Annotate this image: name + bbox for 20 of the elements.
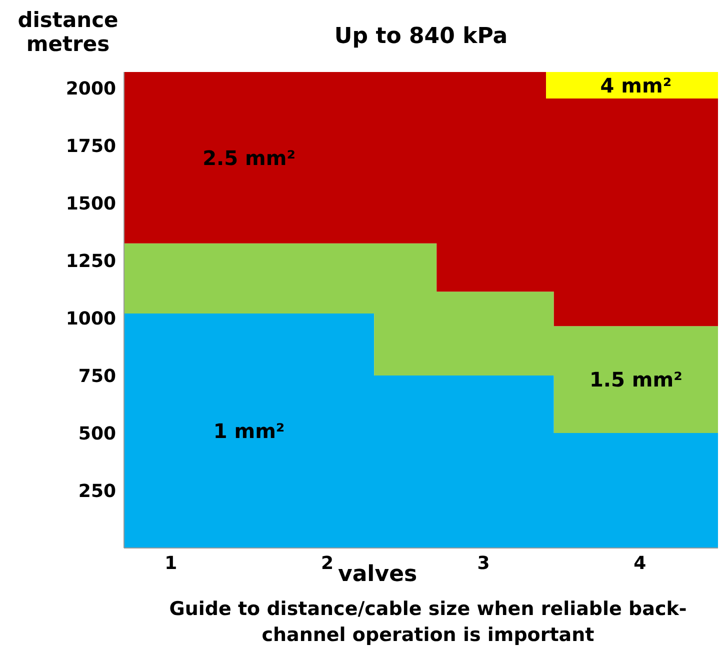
y-tick-label: 2000 (66, 78, 116, 100)
x-tick-label: 2 (320, 552, 334, 574)
text: Guide to distance/cable size when reliable back-channel operation is important (168, 597, 688, 648)
y-tick-label: 1750 (66, 136, 116, 157)
y-tick-label: 500 (78, 423, 116, 444)
x-tick-label: 4 (634, 552, 646, 574)
y-tick-label: 1000 (66, 308, 116, 330)
chart-title: Up to 840 kPa (333, 24, 509, 49)
series-label: 2.5 mm² (202, 146, 296, 170)
x-tick-label: 3 (477, 552, 490, 574)
series-label: 1.5 mm² (590, 368, 682, 392)
series-label: 4 mm² (600, 73, 672, 98)
y-tick-label: 1250 (66, 250, 116, 272)
y-tick-label: 250 (78, 480, 116, 502)
x-tick-label: 1 (164, 552, 178, 574)
y-tick-label: 750 (78, 366, 116, 387)
y-axis-title: distance metres (16, 8, 120, 56)
y-tick-label: 1500 (66, 193, 116, 214)
series-label: 1 mm² (213, 418, 285, 443)
x-axis-title: valves (338, 562, 418, 587)
